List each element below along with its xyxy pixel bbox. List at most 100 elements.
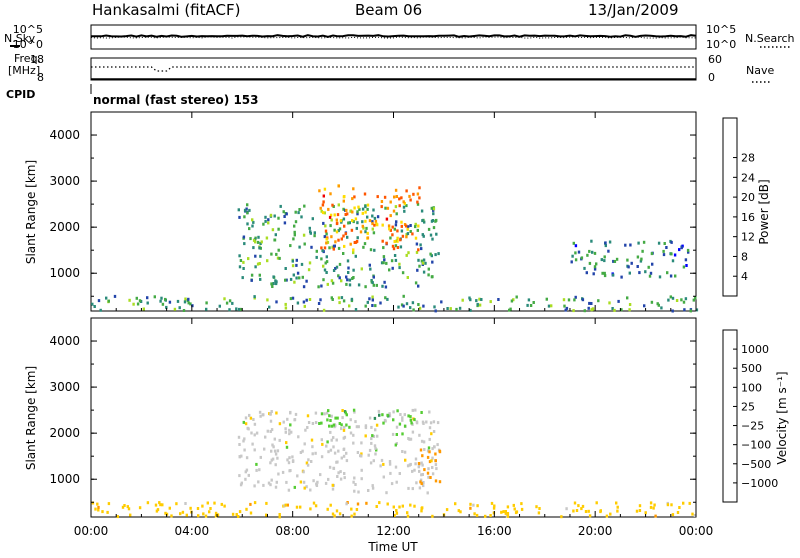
velocity-ytick-label: 2000 <box>49 426 80 440</box>
power-echo-cell <box>275 252 278 256</box>
power-echo-cell <box>400 196 403 200</box>
power-echo-cell <box>352 248 355 252</box>
power-echo-cell <box>532 301 535 304</box>
velocity-echo-cell <box>209 507 212 510</box>
power-echo-cell <box>603 274 607 278</box>
power-echo-cell <box>417 303 420 306</box>
velocity-echo-cell <box>245 507 248 511</box>
power-echo-cell <box>277 216 280 220</box>
velocity-echo-cell <box>278 513 281 516</box>
velocity-echo-cell <box>475 513 479 517</box>
velocity-echo-cell <box>357 425 360 429</box>
velocity-echo-cell <box>202 512 205 516</box>
power-echo-cell <box>351 219 354 222</box>
velocity-echo-cell <box>421 473 424 476</box>
power-echo-cell <box>689 309 692 313</box>
power-echo-cell <box>382 255 386 259</box>
power-echo-cell <box>330 218 333 222</box>
power-echo-cell <box>351 197 354 201</box>
velocity-echo-cell <box>388 462 392 466</box>
power-echo-cell <box>455 307 458 311</box>
power-echo-cell <box>385 241 388 245</box>
velocity-echo-cell <box>126 505 129 509</box>
power-echo-cell <box>403 201 406 205</box>
velocity-echo-cell <box>407 486 410 490</box>
velocity-echo-cell <box>520 502 523 506</box>
power-echo-cell <box>430 219 434 223</box>
power-echo-cell <box>332 247 335 251</box>
power-echo-cell <box>636 255 640 259</box>
velocity-echo-cell <box>375 448 378 452</box>
power-echo-cell <box>658 275 662 279</box>
velocity-echo-cell <box>208 510 211 514</box>
velocity-echo-cell <box>325 411 329 415</box>
velocity-echo-cell <box>196 507 200 510</box>
power-echo-cell <box>259 254 262 258</box>
power-echo-cell <box>585 271 588 275</box>
power-echo-cell <box>146 301 149 305</box>
velocity-echo-cell <box>161 503 164 507</box>
velocity-echo-cell <box>382 475 385 479</box>
velocity-echo-cell <box>277 472 280 476</box>
power-echo-cell <box>461 298 464 302</box>
power-echo-cell <box>371 304 374 307</box>
power-echo-cell <box>246 211 249 215</box>
velocity-echo-cell <box>343 425 346 429</box>
power-panel: 1000 2000 3000 4000 Slant Range [km] <box>24 111 699 313</box>
power-echo-cell <box>396 236 399 240</box>
freq-label-line2: [MHz] <box>8 64 40 77</box>
velocity-echo-cell <box>580 507 583 511</box>
power-echo-cell <box>293 233 296 237</box>
power-echo-cell <box>601 271 604 275</box>
velocity-echo-cell <box>429 476 432 479</box>
power-echo-cell <box>113 294 117 298</box>
velocity-echo-cell <box>422 481 425 484</box>
power-echo-cell <box>284 278 287 282</box>
power-echo-cell <box>352 220 355 224</box>
velocity-echo-cell <box>329 503 332 507</box>
velocity-echo-cell <box>235 513 238 516</box>
velocity-echo-cell <box>331 487 335 491</box>
power-echo-cell <box>249 237 252 241</box>
power-echo-cell <box>251 218 254 222</box>
velocity-echo-cell <box>345 451 348 455</box>
power-echo-cell <box>243 242 246 246</box>
power-echo-cell <box>331 298 334 301</box>
power-echo-cell <box>405 204 408 208</box>
velocity-echo-cell <box>406 464 410 468</box>
power-echo-cell <box>372 275 375 279</box>
power-echo-cell <box>402 205 406 209</box>
power-echo-cell <box>183 300 187 304</box>
power-echo-cell <box>637 241 640 245</box>
power-echo-cell <box>320 246 323 250</box>
power-echo-cell <box>430 275 434 279</box>
velocity-echo-cell <box>269 412 272 416</box>
velocity-echo-cell <box>275 411 278 415</box>
power-echo-cell <box>372 208 375 212</box>
power-echo-cell <box>388 268 391 272</box>
velocity-echo-cell <box>284 503 287 507</box>
velocity-echo-cell <box>413 504 416 508</box>
velocity-echo-cell <box>515 510 519 514</box>
velocity-echo-cell <box>302 480 306 484</box>
velocity-echo-cell <box>327 409 330 413</box>
power-echo-cell <box>620 275 623 279</box>
velocity-echo-cell <box>435 467 438 471</box>
velocity-echo-cell <box>469 506 472 510</box>
velocity-echo-cell <box>327 450 330 454</box>
velocity-echo-cell <box>352 441 355 445</box>
power-echo-cell <box>384 296 387 300</box>
velocity-echo-cell <box>253 433 256 437</box>
power-colorbar-tick-label: 20 <box>741 191 755 204</box>
power-echo-cell <box>165 305 168 309</box>
velocity-echo-cell <box>386 413 389 417</box>
velocity-echo-cell <box>287 488 291 492</box>
power-echo-cell <box>675 299 679 302</box>
power-echo-cell <box>435 232 438 236</box>
power-echo-cell <box>420 259 424 263</box>
power-echo-cell <box>242 267 245 270</box>
velocity-echo-cell <box>326 507 329 511</box>
power-echo-cell <box>250 278 253 282</box>
power-echo-cell <box>273 238 276 242</box>
power-echo-cell <box>588 249 591 253</box>
